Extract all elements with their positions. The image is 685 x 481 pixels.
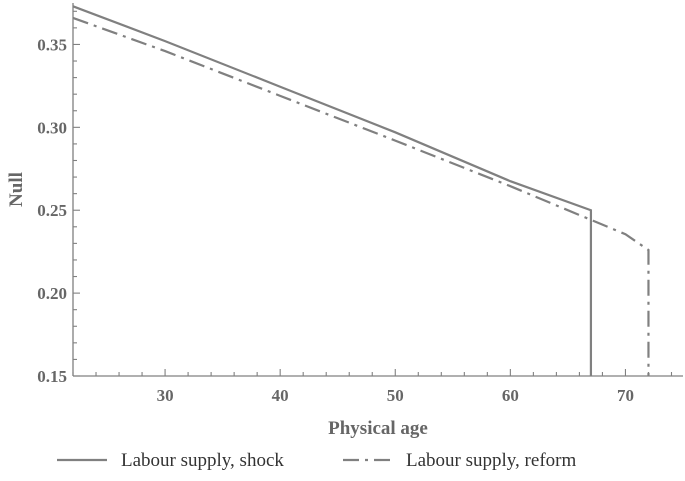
plot-area: 30 40 50 60 70 0.15 0.20 0.25 0.30 0.35 [37,3,683,405]
y-ticks: 0.15 0.20 0.25 0.30 0.35 [37,10,80,386]
x-ticks: 30 40 50 60 70 [72,369,673,405]
y-tick-label: 0.20 [37,284,67,303]
series-line-shock [72,5,593,376]
x-axis-title: Physical age [328,418,428,439]
y-tick-label: 0.35 [37,35,67,54]
y-axis-title: Null [6,172,27,207]
x-tick-label: 40 [272,386,289,405]
x-tick-label: 60 [502,386,519,405]
legend-label-shock: Labour supply, shock [121,450,284,471]
x-tick-label: 30 [157,386,174,405]
x-tick-label: 50 [387,386,404,405]
legend-label-reform: Labour supply, reform [406,450,576,471]
series-line-reform [72,16,650,376]
x-tick-label: 70 [617,386,634,405]
y-tick-label: 0.25 [37,201,67,220]
y-tick-label: 0.15 [37,367,67,386]
legend: Labour supply, shock Labour supply, refo… [57,450,576,471]
y-tick-label: 0.30 [37,118,67,137]
series-layer [72,5,650,376]
